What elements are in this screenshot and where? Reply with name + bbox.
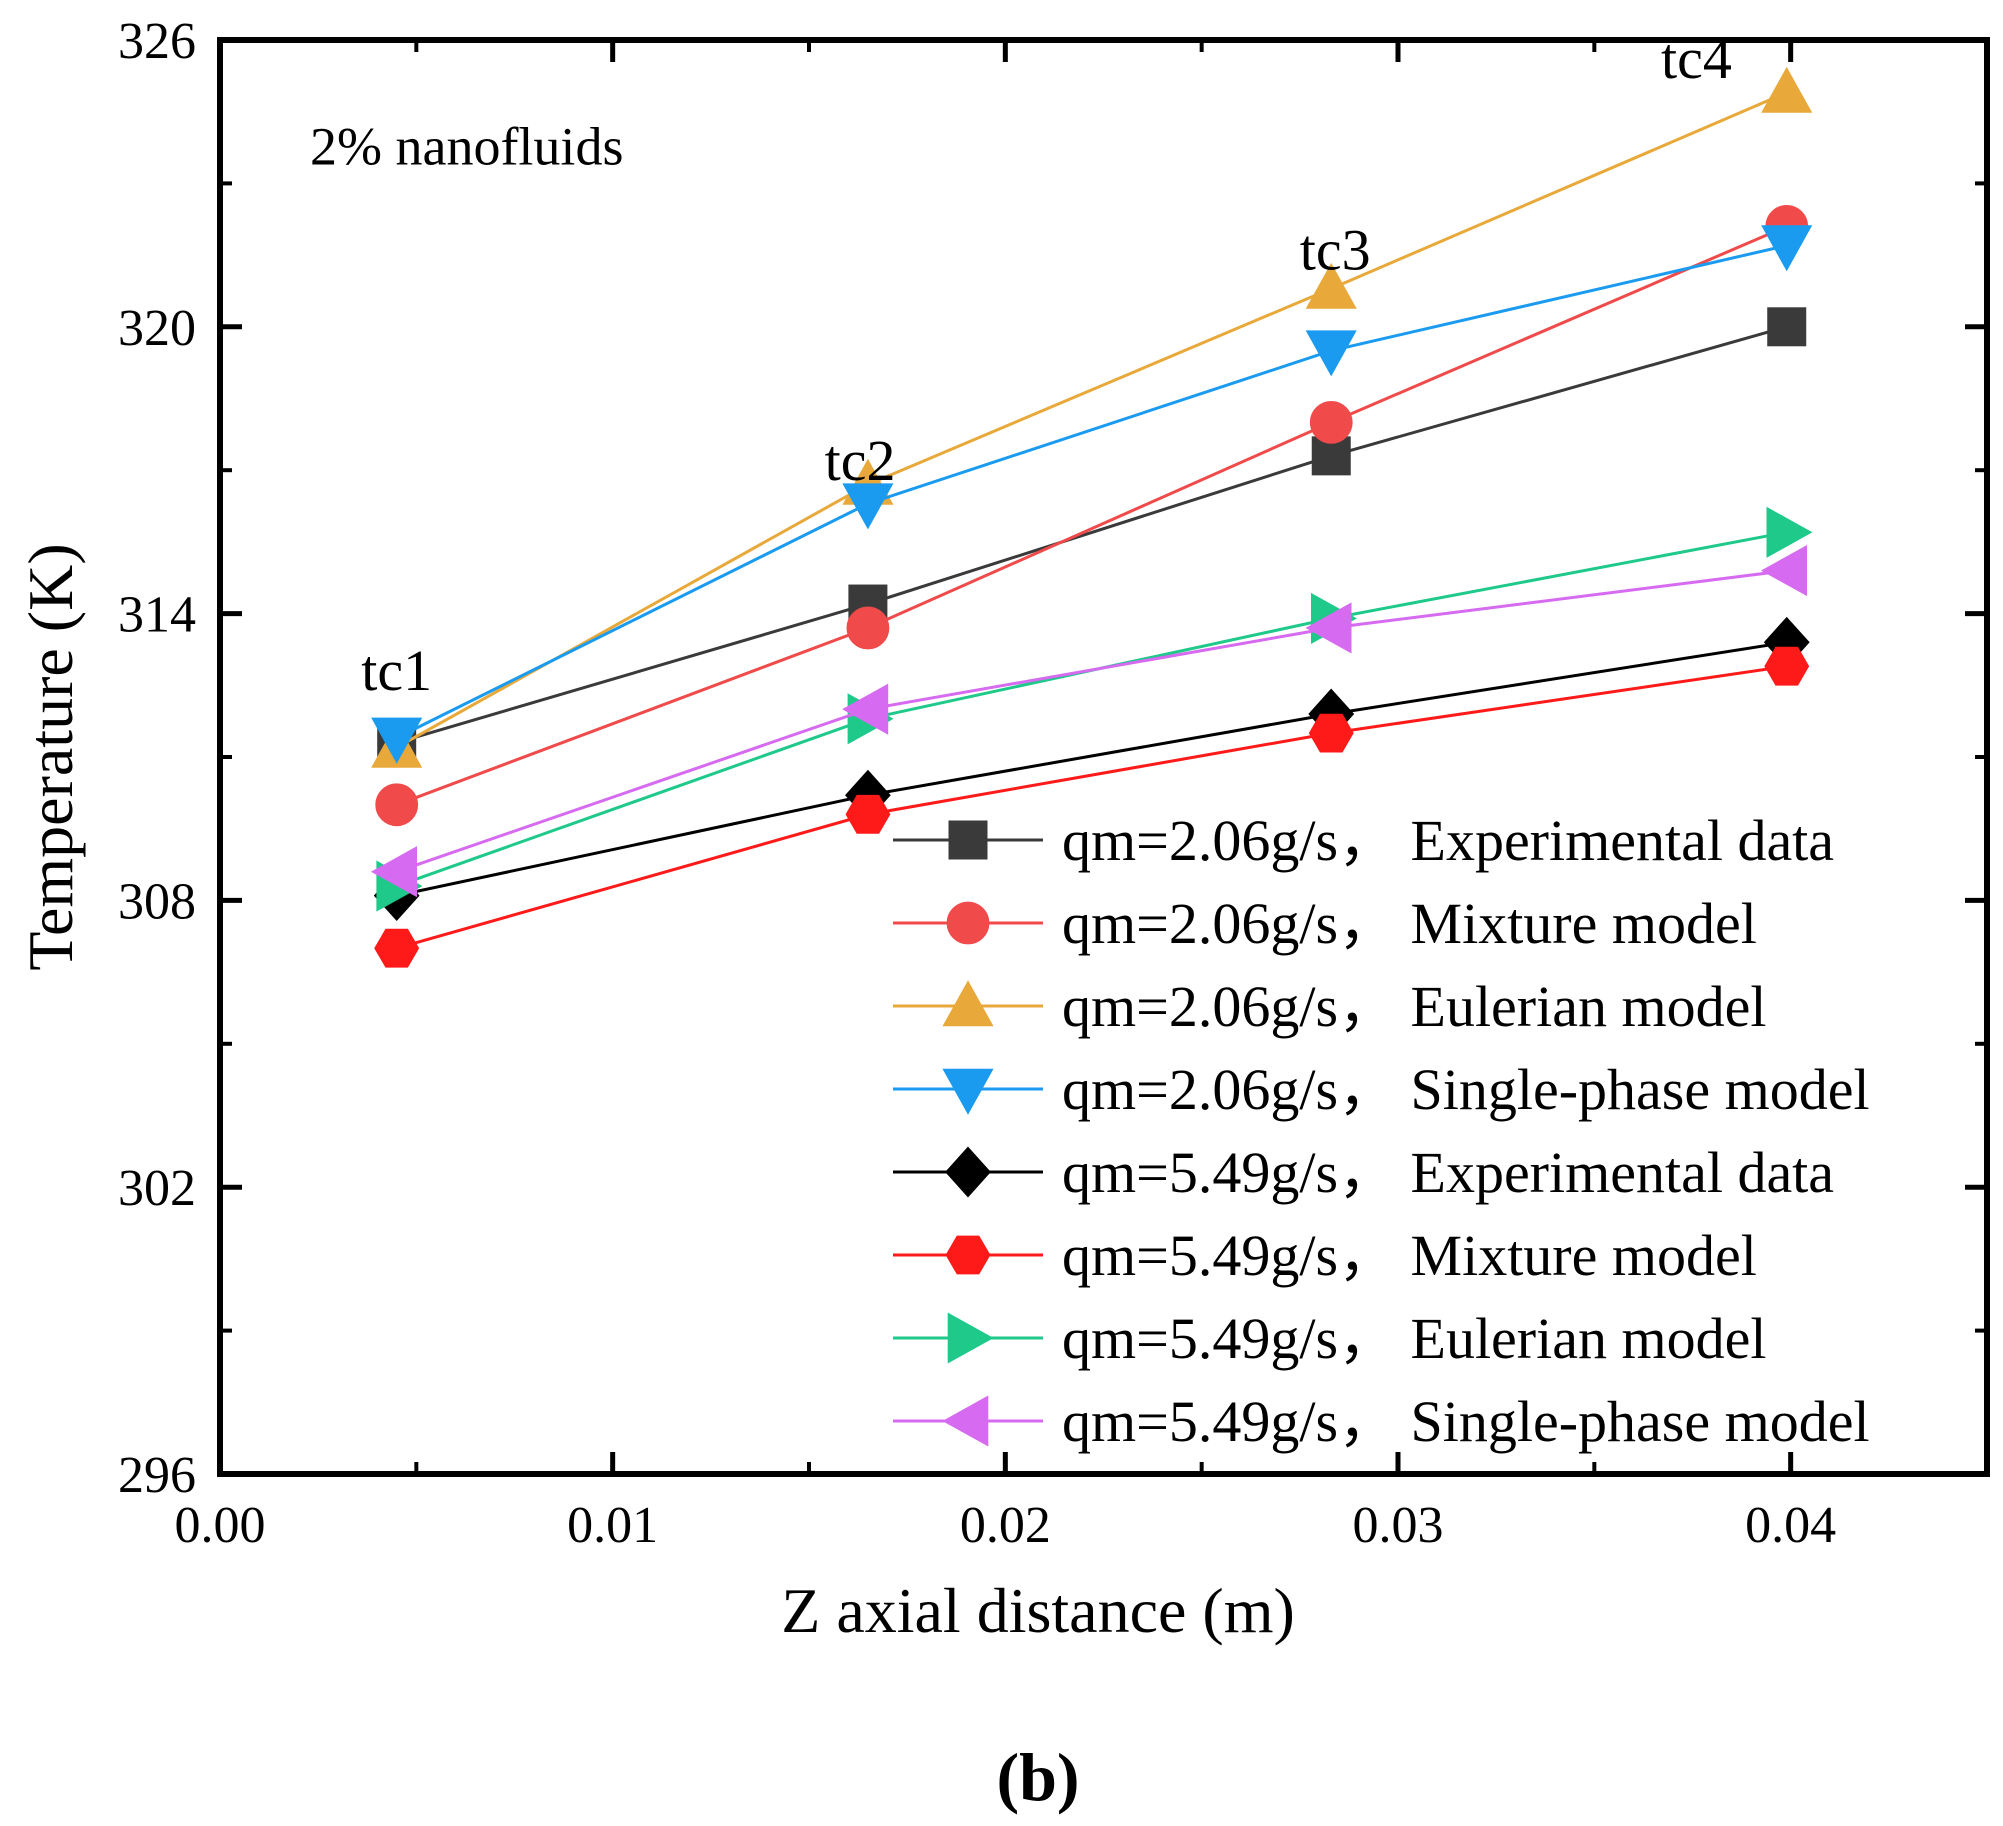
y-tick-label: 326 (118, 13, 196, 70)
legend-label: qm=5.49g/s， Experimental data (1062, 1140, 1834, 1205)
legend-label: qm=2.06g/s， Mixture model (1062, 891, 1757, 956)
series-line (396, 640, 1787, 898)
y-tick-label: 302 (118, 1160, 196, 1217)
legend-item: qm=5.49g/s， Mixture model (893, 1223, 1757, 1288)
data-point (1308, 713, 1354, 753)
annotation-label: tc1 (361, 638, 432, 703)
legend-item: qm=2.06g/s， Experimental data (893, 808, 1834, 873)
series-8 (370, 545, 1807, 898)
x-axis-label: Z axial distance (m) (781, 1575, 1295, 1646)
data-point (375, 783, 419, 827)
data-point (370, 846, 417, 898)
legend-item: qm=2.06g/s， Mixture model (893, 891, 1757, 956)
legend-marker (942, 1068, 994, 1115)
data-point (371, 717, 423, 764)
series-2 (375, 205, 1809, 827)
x-tick-label: 0.02 (960, 1497, 1051, 1554)
axes: 0.00 0.01 0.02 0.03 0.04 296 302 308 314 320 326 (118, 13, 1990, 1554)
legend-label: qm=5.49g/s， Mixture model (1062, 1223, 1757, 1288)
series-line (396, 664, 1787, 950)
legend-label: qm=2.06g/s， Experimental data (1062, 808, 1834, 873)
series-line (396, 569, 1787, 874)
x-tick-label: 0.00 (175, 1497, 266, 1554)
series-4 (371, 225, 1813, 764)
legend-item: qm=2.06g/s， Eulerian model (893, 974, 1766, 1039)
legend: qm=2.06g/s， Experimental data qm=2.06g/s，… (893, 808, 1870, 1454)
annotation-label: tc4 (1661, 26, 1732, 91)
data-point (842, 483, 894, 530)
panel-label: (b) (996, 1739, 1079, 1815)
data-point (1760, 545, 1807, 597)
legend-label: qm=2.06g/s， Eulerian model (1062, 974, 1766, 1039)
data-point (1764, 646, 1810, 686)
annotation-note: 2% nanofluids (310, 116, 623, 176)
annotation-label: tc2 (825, 428, 896, 493)
series-layer (370, 66, 1813, 968)
legend-label: qm=5.49g/s， Single-phase model (1062, 1389, 1870, 1454)
data-point (1305, 262, 1357, 309)
x-tick-label: 0.01 (567, 1497, 658, 1554)
x-tick-label: 0.04 (1745, 1497, 1836, 1554)
legend-marker (942, 980, 994, 1027)
y-tick-label: 320 (118, 300, 196, 357)
data-point (1761, 225, 1813, 272)
data-point (1305, 602, 1352, 654)
annotation-label: tc3 (1300, 217, 1371, 282)
legend-marker (948, 820, 988, 860)
data-point (1309, 401, 1353, 444)
data-point (842, 683, 889, 735)
series-line (395, 91, 1788, 749)
legend-item: qm=5.49g/s， Single-phase model (893, 1389, 1870, 1454)
legend-item: qm=5.49g/s， Experimental data (893, 1140, 1834, 1205)
data-point (1761, 66, 1813, 113)
legend-item: qm=5.49g/s， Eulerian model (893, 1306, 1766, 1371)
data-point (1766, 506, 1813, 558)
y-tick-label: 314 (118, 587, 196, 644)
legend-marker (945, 1146, 991, 1198)
series-line (396, 325, 1788, 745)
data-point (1305, 330, 1357, 377)
y-tick-label: 296 (118, 1447, 196, 1504)
legend-marker (946, 901, 990, 945)
y-axis-label: Temperature (K) (15, 543, 86, 970)
annotations: 2% nanofluids tc1 tc2 tc3 tc4 (310, 26, 1732, 703)
legend-marker (947, 1312, 994, 1364)
data-point (846, 606, 890, 650)
y-tick-label: 308 (118, 873, 196, 930)
series-line (396, 225, 1788, 807)
legend-label: qm=5.49g/s， Eulerian model (1062, 1306, 1766, 1371)
series-6 (374, 646, 1810, 968)
series-line (396, 244, 1788, 740)
legend-marker (942, 1395, 989, 1447)
data-point (845, 794, 891, 834)
x-tick-label: 0.03 (1353, 1497, 1444, 1554)
data-point (1767, 307, 1807, 347)
legend-item: qm=2.06g/s， Single-phase model (893, 1057, 1870, 1122)
legend-label: qm=2.06g/s， Single-phase model (1062, 1057, 1870, 1122)
data-point (374, 928, 420, 968)
legend-marker (945, 1235, 991, 1275)
